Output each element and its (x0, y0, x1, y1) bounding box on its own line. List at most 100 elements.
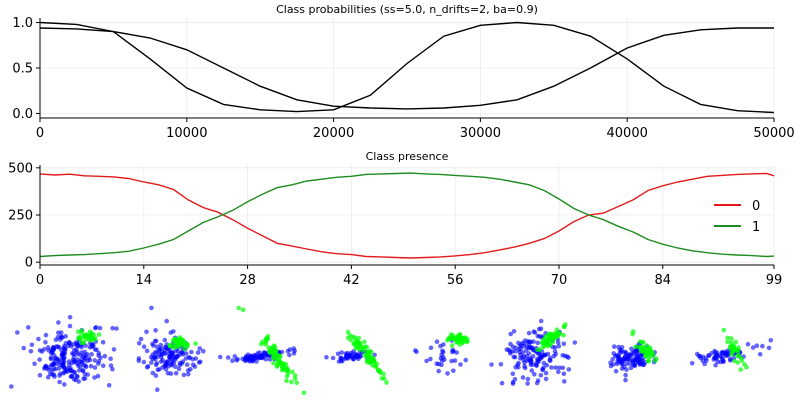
scatter-point (455, 340, 461, 345)
scatter-point (71, 351, 76, 357)
scatter-point (48, 371, 53, 377)
scatter-point (538, 373, 544, 378)
scatter-point (626, 352, 632, 358)
scatter-point (277, 353, 283, 358)
scatter-point (144, 348, 150, 354)
scatter-point (413, 348, 418, 353)
scatter-point (364, 345, 370, 350)
scatter-point (45, 345, 51, 350)
scatter-point (184, 362, 190, 368)
scatter-point (166, 363, 171, 369)
scatter-point (55, 361, 61, 367)
scatter-point (61, 370, 66, 376)
scatter-point (92, 347, 98, 352)
scatter-point (525, 381, 530, 386)
scatter-point (561, 324, 567, 330)
scatter-point (561, 341, 567, 347)
scatter-point (171, 360, 177, 366)
scatter-point (57, 379, 62, 385)
scatter-point (163, 360, 168, 366)
y-tick-label: 0 (25, 256, 33, 271)
scatter-point (449, 358, 454, 364)
scatter-point (153, 328, 158, 333)
scatter-point (445, 371, 450, 376)
scatter-point (360, 348, 365, 353)
scatter-point (725, 351, 731, 356)
scatter-point (365, 354, 371, 360)
scatter-point (284, 378, 289, 384)
scatter-point (562, 379, 567, 384)
scatter-point (158, 342, 164, 348)
scatter-point (718, 359, 724, 365)
scatter-point (339, 350, 345, 355)
scatter-point (43, 339, 48, 345)
scatter-point (373, 364, 378, 369)
scatter-point (636, 344, 642, 350)
scatter-point (230, 358, 235, 364)
scatter-point (335, 351, 341, 357)
scatter-point (561, 371, 567, 377)
scatter-point (294, 380, 300, 386)
scatter-point (110, 366, 115, 372)
scatter-panel-8 (689, 327, 774, 372)
scatter-point (37, 357, 42, 362)
scatter-point (540, 345, 545, 350)
scatter-point (511, 354, 517, 360)
scatter-point (150, 370, 156, 376)
scatter-point (51, 372, 57, 378)
scatter-point (254, 359, 259, 364)
scatter-point (279, 367, 285, 373)
scatter-point (108, 363, 114, 368)
scatter-point (535, 340, 541, 346)
scatter-point (428, 345, 434, 351)
scatter-point (555, 340, 561, 345)
scatter-point (630, 329, 636, 334)
scatter-point (89, 336, 95, 342)
scatter-point (154, 349, 159, 355)
scatter-point (53, 337, 59, 343)
scatter-point (768, 338, 774, 343)
scatter-point (513, 349, 518, 354)
scatter-point (618, 349, 624, 355)
scatter-point (136, 358, 142, 364)
scatter-point (144, 365, 150, 370)
scatter-point (536, 359, 541, 365)
scatter-point (550, 339, 556, 345)
scatter-point (498, 362, 504, 367)
scatter-point (165, 370, 171, 376)
scatter-point (63, 367, 68, 373)
scatter-point (552, 345, 558, 350)
scatter-point (263, 356, 269, 362)
scatter-point (21, 345, 27, 351)
scatter-point (56, 320, 61, 325)
scatter-point (159, 349, 165, 355)
scatter-point (271, 352, 277, 357)
scatter-point (179, 341, 185, 347)
scatter-point (235, 356, 240, 362)
scatter-point (330, 355, 336, 361)
series-line-0 (39, 21, 775, 114)
scatter-point (355, 354, 361, 360)
x-tick-label: 56 (447, 273, 464, 288)
scatter-point (553, 365, 558, 370)
scatter-point (44, 366, 50, 371)
scatter-point (652, 358, 658, 364)
scatter-panels-row (9, 305, 774, 396)
series-line-1 (39, 172, 775, 258)
scatter-point (635, 352, 641, 357)
scatter-point (67, 323, 73, 329)
scatter-point (271, 360, 276, 366)
scatter-point (32, 361, 37, 367)
scatter-point (29, 342, 35, 348)
scatter-point (242, 358, 248, 364)
scatter-point (136, 341, 142, 346)
scatter-point (452, 358, 458, 363)
x-tick-label: 42 (343, 273, 360, 288)
scatter-point (522, 363, 527, 369)
scatter-point (154, 344, 160, 350)
scatter-point (62, 343, 67, 349)
scatter-point (499, 380, 505, 386)
scatter-point (449, 343, 455, 348)
scatter-point (173, 355, 178, 361)
